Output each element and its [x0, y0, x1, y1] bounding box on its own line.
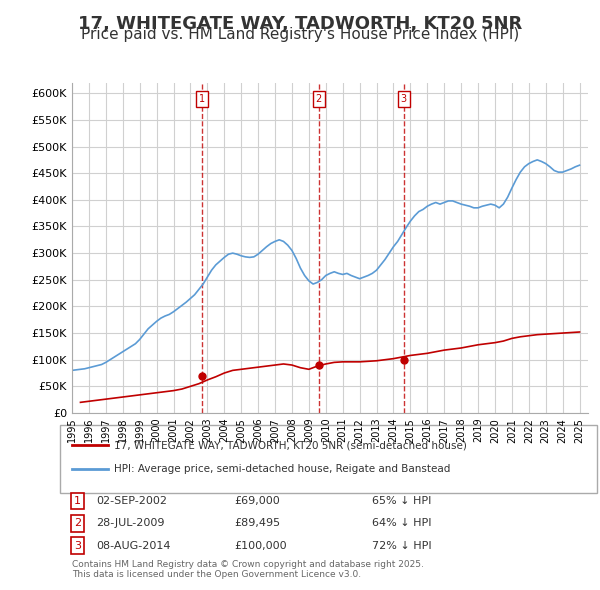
Text: 2: 2 [74, 519, 81, 528]
Text: 72% ↓ HPI: 72% ↓ HPI [372, 541, 431, 550]
Text: £69,000: £69,000 [234, 496, 280, 506]
Text: 1: 1 [199, 94, 205, 104]
Text: 08-AUG-2014: 08-AUG-2014 [96, 541, 170, 550]
Text: 28-JUL-2009: 28-JUL-2009 [96, 519, 164, 528]
Text: 02-SEP-2002: 02-SEP-2002 [96, 496, 167, 506]
Text: 3: 3 [401, 94, 407, 104]
Text: Contains HM Land Registry data © Crown copyright and database right 2025.
This d: Contains HM Land Registry data © Crown c… [72, 560, 424, 579]
Text: 2: 2 [316, 94, 322, 104]
Text: 17, WHITEGATE WAY, TADWORTH, KT20 5NR: 17, WHITEGATE WAY, TADWORTH, KT20 5NR [78, 15, 522, 33]
Text: 1: 1 [74, 496, 81, 506]
Text: 3: 3 [74, 541, 81, 550]
Text: 17, WHITEGATE WAY, TADWORTH, KT20 5NR (semi-detached house): 17, WHITEGATE WAY, TADWORTH, KT20 5NR (s… [114, 441, 467, 450]
Text: Price paid vs. HM Land Registry's House Price Index (HPI): Price paid vs. HM Land Registry's House … [81, 27, 519, 41]
Text: £100,000: £100,000 [234, 541, 287, 550]
Text: 65% ↓ HPI: 65% ↓ HPI [372, 496, 431, 506]
Text: HPI: Average price, semi-detached house, Reigate and Banstead: HPI: Average price, semi-detached house,… [114, 464, 451, 474]
Text: £89,495: £89,495 [234, 519, 280, 528]
Text: 64% ↓ HPI: 64% ↓ HPI [372, 519, 431, 528]
